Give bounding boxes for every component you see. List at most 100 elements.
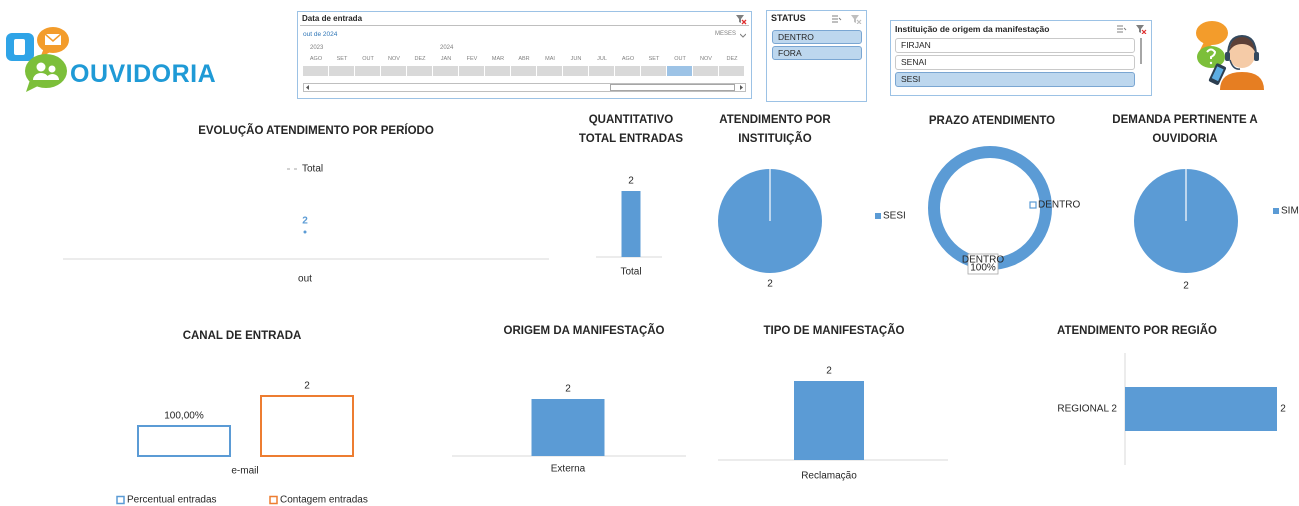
legend-label: DENTRO: [1038, 200, 1080, 211]
month-label: NOV: [381, 56, 407, 62]
data-label: 100,00%: [164, 411, 204, 422]
logo-icon: [6, 27, 69, 92]
month-cell[interactable]: [459, 66, 484, 76]
legend-swatch: [1273, 208, 1279, 214]
month-label: OUT: [667, 56, 693, 62]
legend-swatch: [117, 497, 124, 504]
month-cell[interactable]: [329, 66, 354, 76]
clear-filter-icon[interactable]: [735, 14, 747, 25]
chart-title: PRAZO ATENDIMENTO: [902, 112, 1082, 131]
slicer-selection: out de 2024: [303, 31, 337, 38]
month-label: AGO: [615, 56, 641, 62]
chart-title: EVOLUÇÃO ATENDIMENTO POR PERÍODO: [166, 122, 466, 141]
x-tick-label: e-mail: [231, 466, 258, 477]
y-tick-label: REGIONAL 2: [1057, 404, 1117, 415]
month-label: JAN: [433, 56, 459, 62]
legend-label: Percentual entradas: [127, 495, 217, 506]
month-cell[interactable]: [563, 66, 588, 76]
month-label: JUN: [563, 56, 589, 62]
bar: [794, 381, 864, 460]
year-label: 2023: [310, 45, 323, 51]
x-tick-label: Total: [620, 267, 641, 278]
month-cell[interactable]: [355, 66, 380, 76]
data-label: 2: [1280, 404, 1286, 415]
slicer-item[interactable]: DENTRO: [772, 30, 862, 44]
chart-title: TIPO DE MANIFESTAÇÃO: [709, 322, 959, 341]
line-point: [304, 231, 307, 234]
legend-label: SESI: [883, 211, 906, 222]
data-label: 2: [1183, 281, 1189, 292]
chart-title: ATENDIMENTO POR REGIÃO: [1012, 322, 1262, 341]
legend-label: Contagem entradas: [280, 495, 368, 506]
slicer-title: Instituição de origem da manifestação: [895, 24, 1049, 34]
year-label: 2024: [440, 45, 453, 51]
month-label: SET: [329, 56, 355, 62]
time-level[interactable]: MESES: [715, 31, 736, 37]
bar: [1125, 387, 1277, 431]
month-cell[interactable]: [589, 66, 614, 76]
slicer-item[interactable]: FIRJAN: [895, 38, 1135, 53]
slicer-item[interactable]: FORA: [772, 46, 862, 60]
month-cell[interactable]: [433, 66, 458, 76]
agent-icon: [1196, 21, 1264, 90]
x-tick-label: Reclamação: [801, 471, 857, 482]
month-cell[interactable]: [407, 66, 432, 76]
month-cell[interactable]: [381, 66, 406, 76]
month-cell[interactable]: [511, 66, 536, 76]
x-tick-label: out: [298, 274, 312, 285]
month-cell[interactable]: [641, 66, 666, 76]
month-label: SET: [641, 56, 667, 62]
chart-title: QUANTITATIVO TOTAL ENTRADAS: [571, 111, 691, 149]
doughnut-slice: [934, 152, 1046, 264]
data-label: 100%: [970, 263, 996, 274]
chart-title: DEMANDA PERTINENTE A OUVIDORIA: [1100, 111, 1270, 149]
data-label: 2: [628, 176, 634, 187]
slicer-title: STATUS: [771, 13, 806, 23]
legend-label: Total: [302, 164, 323, 175]
slicer-title: Data de entrada: [302, 14, 362, 23]
slicer-icons[interactable]: [1116, 24, 1148, 34]
institution-slicer: Instituição de origem da manifestação FI…: [890, 20, 1152, 96]
slicer-icons[interactable]: [831, 14, 863, 24]
slicer-item[interactable]: SESI: [895, 72, 1135, 87]
bar: [622, 191, 641, 257]
month-cell[interactable]: [615, 66, 640, 76]
status-slicer: STATUS DENTRO FORA: [766, 10, 867, 102]
scrollbar[interactable]: [1140, 38, 1142, 64]
chart-title: CANAL DE ENTRADA: [117, 327, 367, 346]
month-cell[interactable]: [719, 66, 744, 76]
bar: [261, 396, 353, 456]
month-cell[interactable]: [485, 66, 510, 76]
data-label: 2: [304, 381, 310, 392]
scroll-left[interactable]: [304, 84, 311, 91]
date-slicer: Data de entrada out de 2024 MESES 2023 20…: [297, 11, 752, 99]
month-label: DEZ: [407, 56, 433, 62]
month-cell[interactable]: [693, 66, 718, 76]
bar: [532, 399, 605, 456]
month-label: ABR: [511, 56, 537, 62]
data-label: 2: [565, 384, 571, 395]
month-label: NOV: [693, 56, 719, 62]
month-label: AGO: [303, 56, 329, 62]
dashboard: {"header": {"title": "OUVIDORIA"}, "date…: [0, 0, 1299, 506]
legend-swatch: [875, 213, 881, 219]
month-label: MAR: [485, 56, 511, 62]
x-tick-label: Externa: [551, 464, 586, 475]
legend-swatch: [1030, 202, 1036, 208]
month-cell[interactable]: [303, 66, 328, 76]
dropdown-arrow[interactable]: [740, 33, 746, 38]
month-cell[interactable]: [537, 66, 562, 76]
month-cell[interactable]: [667, 66, 692, 76]
legend-label: SIM: [1281, 206, 1299, 217]
data-label: 2: [302, 216, 308, 227]
data-label: 2: [767, 279, 773, 290]
bar: [138, 426, 230, 456]
scroll-right[interactable]: [738, 84, 745, 91]
slicer-item[interactable]: SENAI: [895, 55, 1135, 70]
chart-title: ATENDIMENTO POR INSTITUIÇÃO: [705, 111, 845, 149]
scroll-thumb[interactable]: [610, 84, 735, 91]
month-label: DEZ: [719, 56, 745, 62]
chart-title: ORIGEM DA MANIFESTAÇÃO: [459, 322, 709, 341]
legend-swatch: [270, 497, 277, 504]
separator: [300, 25, 749, 26]
